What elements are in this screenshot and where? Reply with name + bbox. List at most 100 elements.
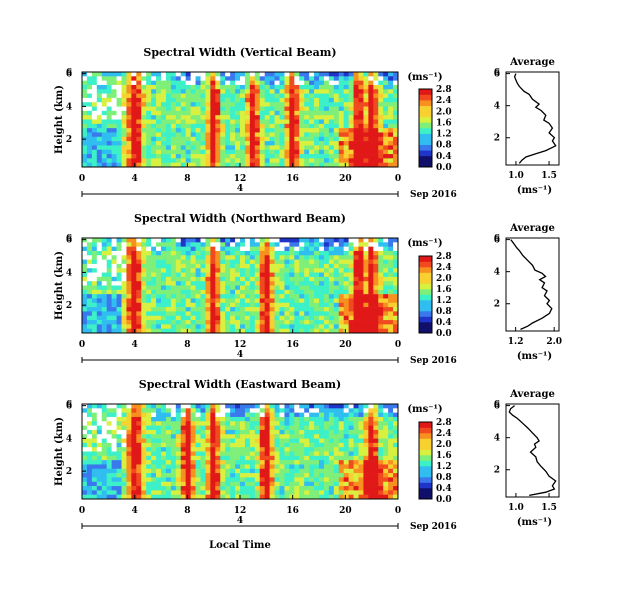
- heatmap-cell: [358, 242, 364, 247]
- heatmap-cell: [225, 238, 231, 243]
- heatmap-cell: [210, 145, 216, 151]
- heatmap-cell: [161, 408, 167, 413]
- heatmap-cell: [205, 72, 211, 77]
- heatmap-cell: [136, 307, 142, 312]
- heatmap-cell: [200, 132, 206, 138]
- heatmap-ylabel: Height (km): [54, 251, 65, 320]
- heatmap-cell: [106, 442, 112, 448]
- heatmap-cell: [319, 246, 325, 252]
- heatmap-cell: [230, 80, 236, 86]
- heatmap-cell: [304, 412, 310, 418]
- heatmap-cell: [249, 84, 256, 90]
- heatmap-cell: [368, 486, 374, 491]
- heatmap-cell: [269, 307, 275, 312]
- heatmap-cell: [215, 451, 221, 457]
- heatmap-cell: [249, 128, 256, 133]
- heatmap-cell: [116, 276, 122, 282]
- heatmap-cell: [254, 250, 261, 256]
- heatmap-cell: [190, 302, 196, 308]
- heatmap-cell: [165, 89, 172, 94]
- heatmap-cell: [121, 132, 127, 138]
- heatmap-cell: [363, 289, 369, 295]
- heatmap-cell: [156, 486, 162, 491]
- heatmap-cell: [388, 477, 394, 483]
- colorbar-tick-label: 0.0: [436, 329, 452, 339]
- heatmap-cell: [185, 102, 191, 107]
- heatmap-cell: [131, 259, 137, 265]
- heatmap-cell: [96, 404, 103, 409]
- colorbar-bin: [419, 128, 432, 134]
- heatmap-cell: [269, 84, 275, 90]
- heatmap-xtick-label: 12: [234, 340, 247, 350]
- heatmap-cell: [343, 298, 349, 304]
- heatmap-cell: [161, 416, 167, 422]
- heatmap-cell: [259, 294, 265, 299]
- heatmap-cell: [289, 238, 295, 243]
- heatmap-cell: [323, 102, 330, 107]
- heatmap-cell: [299, 154, 305, 159]
- heatmap-cell: [338, 259, 344, 265]
- heatmap-cell: [299, 490, 305, 495]
- heatmap-cell: [170, 158, 177, 163]
- heatmap-cell: [264, 80, 270, 86]
- heatmap-cell: [348, 315, 354, 321]
- heatmap-cell: [319, 468, 325, 474]
- heatmap-cell: [378, 455, 384, 461]
- heatmap-cell: [220, 141, 226, 146]
- heatmap-cell: [82, 477, 88, 483]
- heatmap-cell: [121, 438, 127, 444]
- heatmap-cell: [393, 84, 399, 90]
- heatmap-cell: [225, 490, 231, 495]
- heatmap-cell: [328, 486, 335, 491]
- heatmap-cell: [205, 311, 211, 317]
- heatmap-cell: [170, 481, 177, 487]
- heatmap-cell: [244, 268, 251, 273]
- heatmap-cell: [319, 285, 325, 291]
- heatmap-cell: [269, 429, 275, 435]
- heatmap-cell: [170, 110, 177, 116]
- heatmap-cell: [244, 162, 251, 168]
- heatmap-cell: [284, 242, 290, 247]
- heatmap-cell: [141, 438, 147, 444]
- heatmap-cell: [116, 238, 122, 243]
- heatmap-cell: [205, 464, 211, 470]
- heatmap-cell: [200, 455, 206, 461]
- heatmap-cell: [363, 324, 369, 329]
- heatmap-cell: [294, 255, 300, 260]
- heatmap-cell: [284, 80, 290, 86]
- heatmap-cell: [240, 285, 246, 291]
- heatmap-cell: [314, 486, 320, 491]
- heatmap-cell: [190, 289, 196, 295]
- heatmap-cell: [82, 145, 88, 151]
- heatmap-cell: [328, 246, 335, 252]
- heatmap-cell: [121, 145, 127, 151]
- heatmap-cell: [254, 145, 261, 151]
- heatmap-cell: [319, 455, 325, 461]
- heatmap-cell: [131, 442, 137, 448]
- heatmap-cell: [358, 320, 364, 325]
- heatmap-cell: [165, 447, 172, 452]
- heatmap-cell: [240, 272, 246, 278]
- heatmap-cell: [170, 307, 177, 312]
- heatmap-cell: [343, 324, 349, 329]
- heatmap-cell: [121, 447, 127, 452]
- heatmap-cell: [136, 141, 142, 146]
- heatmap-cell: [131, 268, 137, 273]
- heatmap-cell: [82, 307, 88, 312]
- heatmap-cell: [96, 490, 103, 495]
- heatmap-cell: [106, 145, 112, 151]
- heatmap-cell: [185, 429, 191, 435]
- heatmap-cell: [180, 328, 186, 334]
- heatmap-cell: [294, 307, 300, 312]
- heatmap-cell: [353, 242, 359, 247]
- heatmap-cell: [161, 455, 167, 461]
- heatmap-cell: [200, 154, 206, 159]
- heatmap-cell: [383, 123, 389, 129]
- heatmap-cell: [314, 80, 320, 86]
- heatmap-cell: [319, 115, 325, 120]
- heatmap-cell: [309, 250, 315, 256]
- colorbar-unit: (ms⁻¹): [407, 72, 442, 83]
- heatmap-cell: [210, 315, 216, 321]
- heatmap-cell: [368, 259, 374, 265]
- heatmap-cell: [338, 128, 344, 133]
